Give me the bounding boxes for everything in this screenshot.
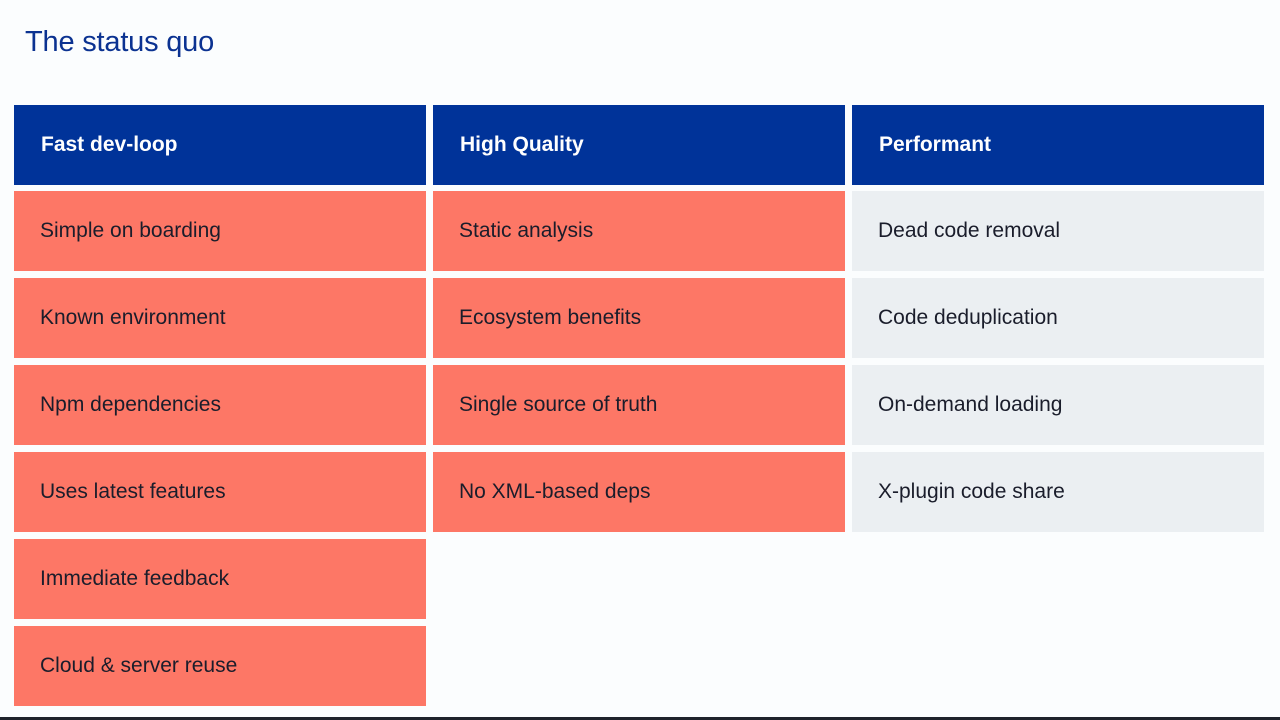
list-item: Single source of truth [433,365,845,445]
column-header: Fast dev-loop [14,105,426,185]
bottom-divider [0,717,1280,720]
column-performant: Performant Dead code removal Code dedupl… [852,105,1264,539]
list-item: Cloud & server reuse [14,626,426,706]
list-item: Known environment [14,278,426,358]
list-item: No XML-based deps [433,452,845,532]
list-item: Code deduplication [852,278,1264,358]
column-header: Performant [852,105,1264,185]
list-item: Dead code removal [852,191,1264,271]
list-item: Immediate feedback [14,539,426,619]
list-item: Static analysis [433,191,845,271]
column-high-quality: High Quality Static analysis Ecosystem b… [433,105,845,539]
slide-title: The status quo [25,26,215,58]
list-item: Simple on boarding [14,191,426,271]
column-fast-dev-loop: Fast dev-loop Simple on boarding Known e… [14,105,426,713]
list-item: Ecosystem benefits [433,278,845,358]
list-item: Uses latest features [14,452,426,532]
list-item: X-plugin code share [852,452,1264,532]
list-item: On-demand loading [852,365,1264,445]
column-header: High Quality [433,105,845,185]
list-item: Npm dependencies [14,365,426,445]
